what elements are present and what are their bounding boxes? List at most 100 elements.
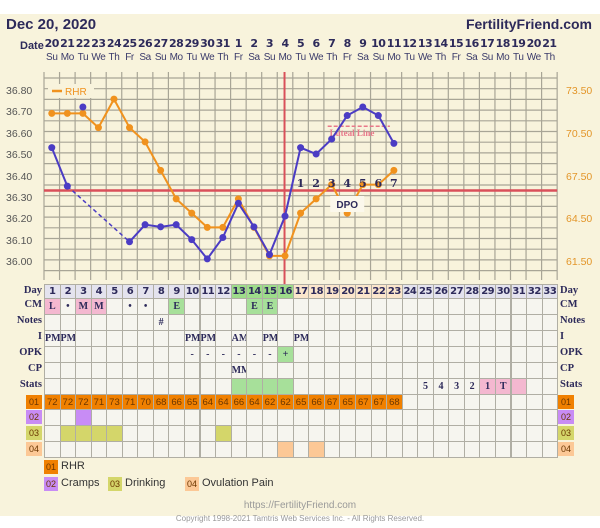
code-02-cell: [370, 409, 388, 426]
code-03-cell: [90, 425, 108, 442]
code-04-cell: [75, 441, 92, 458]
y2-axis-tick: 70.50: [566, 127, 593, 140]
stats-cell: [44, 378, 61, 395]
cm-cell: [308, 298, 325, 315]
day-cell: 16: [277, 284, 294, 299]
legend-label: RHR: [61, 460, 85, 472]
weekday: Su: [372, 52, 385, 63]
notes-cell: [246, 314, 263, 331]
cp-cell: [510, 362, 528, 379]
intercourse-cell: [323, 330, 341, 347]
temp-point: [141, 221, 149, 229]
y-axis-tick: 36.60: [6, 127, 33, 140]
rhr-legend-label: RHR: [65, 87, 87, 98]
temp-point: [374, 112, 382, 120]
notes-cell: [323, 314, 341, 331]
weekday: Fr: [125, 52, 134, 63]
code-04-cell: [261, 441, 279, 458]
opk-cell: [152, 346, 170, 363]
cm-cell: [386, 298, 403, 315]
opk-cell: [106, 346, 123, 363]
weekday: Fr: [342, 52, 352, 63]
code-03-cell: [323, 425, 341, 442]
rhr-cell: 67: [370, 394, 388, 410]
date-number: 31: [215, 37, 231, 50]
opk-cell: [479, 346, 496, 363]
row-label-cm: CM: [24, 299, 43, 310]
cm-cell: •: [137, 298, 154, 315]
code-04-cell: [183, 441, 201, 458]
code-02-cell: [448, 409, 465, 426]
code-02-cell: [510, 409, 528, 426]
code-03-cell: [75, 425, 92, 442]
opk-cell: -: [199, 346, 217, 363]
temp-point: [281, 212, 289, 220]
opk-cell: [75, 346, 92, 363]
day-cell: 2: [59, 284, 77, 299]
temp-point: [359, 103, 367, 111]
rhr-cell: [479, 394, 496, 410]
rhr-cell: 73: [106, 394, 123, 410]
y2-axis-tick: 73.50: [566, 85, 593, 97]
row-label-right-cp: CP: [560, 363, 574, 374]
cp-cell: [277, 362, 294, 379]
day-cell: 8: [152, 284, 170, 299]
date-number: 20: [526, 37, 542, 50]
date-number: 15: [448, 37, 464, 50]
cm-cell: [401, 298, 419, 315]
opk-cell: [401, 346, 419, 363]
cp-cell: [541, 362, 559, 379]
notes-cell: [90, 314, 108, 331]
intercourse-cell: [355, 330, 372, 347]
opk-cell: [463, 346, 481, 363]
date-number: 13: [417, 37, 433, 50]
date-number: 2: [250, 37, 258, 50]
notes-cell: [308, 314, 325, 331]
notes-cell: [494, 314, 512, 331]
day-cell: 6: [121, 284, 139, 299]
y-axis-tick: 36.70: [6, 106, 33, 119]
cp-cell: [44, 362, 61, 379]
cp-cell: [479, 362, 496, 379]
code-03-cell: [510, 425, 528, 442]
footer-link[interactable]: https://FertilityFriend.com: [243, 500, 357, 511]
opk-cell: [526, 346, 543, 363]
code-02-cell: [494, 409, 512, 426]
notes-cell: [230, 314, 248, 331]
code-02-cell: [401, 409, 419, 426]
rhr-cell: 62: [277, 394, 294, 410]
intercourse-cell: [370, 330, 388, 347]
rhr-point: [203, 223, 211, 231]
rhr-point: [219, 223, 227, 231]
legend-label: Cramps: [61, 477, 100, 489]
notes-cell: [448, 314, 465, 331]
cp-cell: [106, 362, 123, 379]
rhr-cell: 72: [59, 394, 77, 410]
day-cell: 30: [494, 284, 512, 299]
code-04-cell: [215, 441, 232, 458]
brand-logo[interactable]: FertilityFriend.com: [465, 16, 592, 32]
weekday: Su: [263, 52, 276, 63]
opk-cell: [292, 346, 310, 363]
stats-cell: [339, 378, 356, 395]
code-badge-01: 01: [26, 395, 42, 409]
opk-cell: +: [277, 346, 294, 363]
weekday: We: [309, 52, 324, 63]
date-number: 4: [281, 37, 289, 50]
temp-point: [343, 112, 351, 120]
y-axis-tick: 36.80: [6, 85, 33, 97]
intercourse-cell: [308, 330, 325, 347]
cm-cell: [432, 298, 450, 315]
date-number: 20: [44, 37, 60, 50]
code-02-cell: [230, 409, 248, 426]
opk-cell: [432, 346, 450, 363]
code-04-cell: [44, 441, 61, 458]
code-02-cell: [90, 409, 108, 426]
day-cell: 7: [137, 284, 154, 299]
rhr-point: [281, 252, 289, 260]
code-04-cell: [121, 441, 139, 458]
intercourse-cell: [510, 330, 528, 347]
date-number: 22: [75, 37, 91, 50]
code-badge-right-01: 01: [558, 395, 574, 409]
temp-point: [203, 255, 211, 263]
